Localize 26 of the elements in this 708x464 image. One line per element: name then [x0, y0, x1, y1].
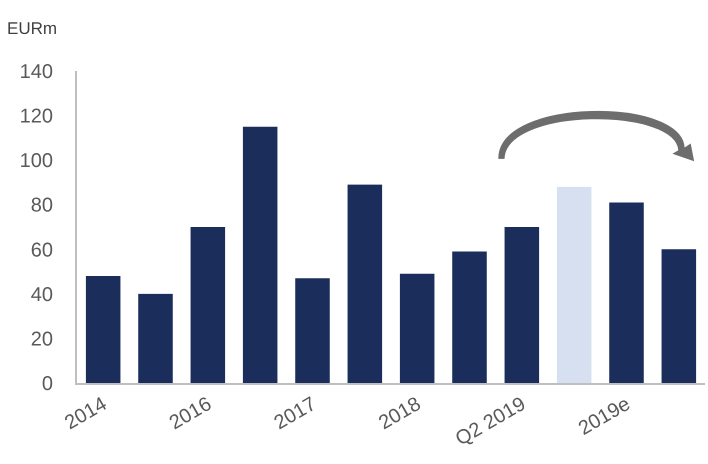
bar	[504, 227, 540, 383]
y-tick-label: 60	[30, 239, 53, 262]
bar	[400, 274, 434, 383]
bar	[86, 276, 120, 383]
bar	[452, 252, 487, 383]
y-tick-label: 120	[20, 106, 53, 128]
y-tick-label: 100	[20, 150, 53, 172]
bar	[190, 227, 226, 383]
bar	[662, 249, 696, 383]
bar	[609, 202, 644, 383]
x-tick-label: 2017	[270, 392, 320, 434]
y-tick-label: 80	[30, 194, 53, 217]
y-tick-label: 140	[20, 61, 53, 83]
bar	[556, 186, 592, 383]
bar	[242, 126, 278, 383]
y-axis-title: EURm	[7, 19, 58, 38]
bar	[295, 278, 330, 383]
x-tick-label: 2014	[61, 392, 111, 434]
y-tick-label: 0	[42, 373, 53, 395]
x-tick-label: Q2 2019	[452, 392, 530, 450]
bar	[138, 294, 173, 383]
y-tick-label: 20	[30, 328, 53, 350]
bar	[348, 184, 382, 383]
x-tick-label: 2016	[166, 392, 216, 434]
y-tick-label: 40	[30, 284, 53, 306]
x-tick-label: 2018	[375, 392, 425, 434]
